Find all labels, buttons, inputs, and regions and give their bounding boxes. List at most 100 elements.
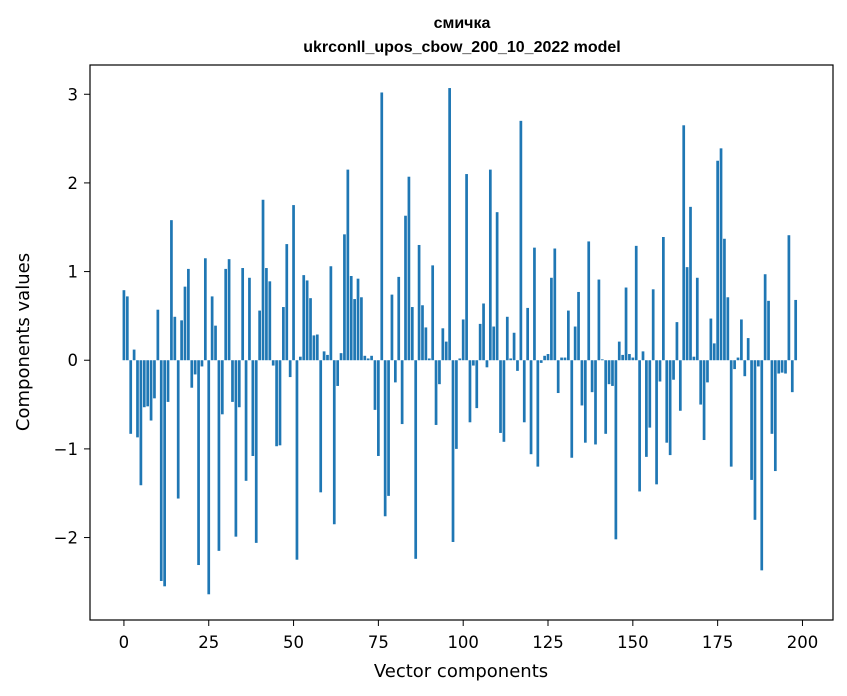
bar [407,176,411,361]
bar [122,290,126,361]
bar [431,265,435,361]
bar [648,360,652,428]
bar [641,351,645,361]
x-axis-label: Vector components [374,661,548,682]
y-axis-label: Components values [13,253,34,431]
bar [736,357,740,361]
x-axis-ticks: 0 25 50 75 100 125 150 175 200 [119,620,819,652]
bar [495,212,499,361]
bar [231,360,234,402]
bar [699,360,703,405]
bar [583,360,587,443]
bar [550,277,553,361]
bar [217,360,221,551]
bar [719,148,723,361]
bar [136,360,139,438]
bar [763,274,767,361]
bar [628,354,631,361]
bar [767,300,770,361]
bar [349,276,353,361]
bar [282,307,285,361]
bar [278,360,282,446]
bar [332,360,336,525]
bar [387,360,390,496]
bar [298,356,302,361]
bar [214,325,217,361]
bar [400,360,404,425]
bar [393,360,397,383]
chart-title-line1: смичка [434,15,491,32]
bar [509,358,513,361]
bar [166,360,170,402]
bar [366,358,370,361]
bar [621,354,625,361]
bar [692,356,696,361]
bar [146,360,150,407]
bar [315,334,319,361]
bar [353,299,356,361]
bar [472,360,475,366]
bar [448,88,451,361]
bar [488,169,492,361]
bar [197,360,200,566]
bar [176,360,180,499]
bar [451,360,455,542]
bar [753,360,757,520]
bar [634,245,638,361]
bar [142,360,146,408]
bar [750,360,753,480]
bar [261,199,265,361]
x-tick-label: 200 [787,633,819,652]
bar [645,360,648,457]
bar [190,360,194,388]
bar [455,360,458,449]
bar [702,360,706,441]
bar [254,360,258,543]
bar [668,360,672,456]
bar [773,360,777,472]
bar [203,258,207,361]
bar [617,341,621,361]
bar [410,307,414,361]
bar [675,322,679,361]
bar [329,266,333,361]
bar [624,287,628,361]
bar [519,120,523,361]
bar [655,360,658,485]
bar [770,360,774,434]
bar [567,310,570,361]
bar [444,341,448,361]
bar [678,360,682,411]
bars-group [122,88,798,595]
bar [434,360,438,425]
bar [573,326,577,361]
bar [723,238,726,361]
bar [757,360,760,367]
bar [210,296,214,361]
bar [468,360,472,423]
bar [580,360,584,406]
chart-title-line2: ukrconll_upos_cbow_200_10_2022 model [303,39,620,56]
bar [302,275,306,361]
y-tick-label: −2 [54,529,78,548]
bar [427,358,431,361]
bar [672,360,675,380]
bar [275,360,278,447]
bar [271,360,275,366]
bar [594,360,597,445]
bar [424,327,428,361]
bar [689,206,692,361]
bar [556,360,560,394]
bar [746,338,750,361]
bar [577,291,580,361]
bar [153,360,156,399]
y-tick-label: 2 [68,174,79,193]
bar [533,247,536,361]
bar [726,297,730,361]
bar [173,316,177,361]
x-tick-label: 175 [702,633,734,652]
bar [536,360,540,467]
bar [740,319,743,361]
bar [180,320,183,361]
